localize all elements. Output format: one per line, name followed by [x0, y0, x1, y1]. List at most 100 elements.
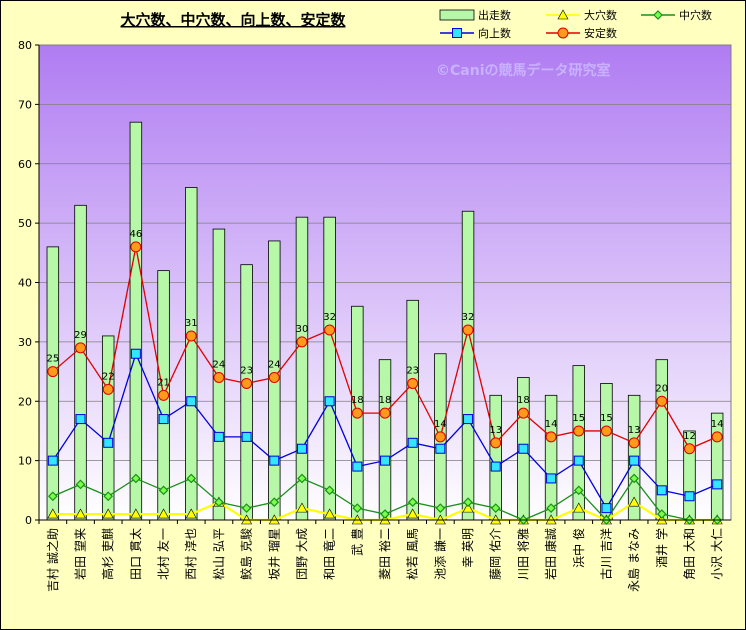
- point: [518, 443, 529, 454]
- bar: [185, 187, 198, 521]
- point: [352, 461, 363, 472]
- data-label: 12: [683, 431, 696, 442]
- data-label: 24: [268, 360, 281, 371]
- data-label: 13: [489, 425, 502, 436]
- data-label: 15: [600, 413, 613, 424]
- y-tick-label: 10: [18, 455, 32, 468]
- data-labels: 25 29 22 46 21 31 24 23 24 30 32 18 18 23 14 32 13 18 14 15…: [46, 229, 723, 442]
- point: [186, 473, 197, 484]
- point: [47, 491, 58, 502]
- legend-label: 安定数: [584, 26, 617, 40]
- point: [269, 455, 280, 466]
- point: [241, 431, 252, 442]
- y-tick-label: 70: [18, 98, 32, 111]
- x-tick-label: 和田 竜二: [323, 528, 337, 580]
- bar: [46, 246, 60, 521]
- point: [241, 503, 252, 513]
- series-lines: [47, 241, 723, 525]
- y-tick-label: 40: [18, 277, 32, 290]
- x-tick-label: 永島 まなみ: [626, 528, 641, 592]
- point: [435, 503, 446, 513]
- point: [296, 443, 307, 454]
- point: [557, 27, 569, 39]
- legend-label: 向上数: [478, 26, 511, 40]
- point: [557, 9, 569, 20]
- bar: [544, 394, 558, 521]
- point: [628, 496, 640, 507]
- y-axis: 0 10 20 30 40 50 60 70 80: [18, 39, 40, 527]
- data-label: 15: [572, 413, 585, 424]
- point: [103, 491, 114, 502]
- bar: [74, 204, 87, 521]
- data-label: 20: [655, 383, 668, 394]
- point: [185, 508, 197, 519]
- point: [351, 407, 363, 419]
- point: [268, 372, 280, 383]
- point: [407, 377, 419, 389]
- point: [185, 330, 197, 342]
- point: [213, 431, 224, 442]
- data-label: 23: [406, 365, 419, 376]
- point: [130, 348, 141, 359]
- point: [103, 437, 114, 448]
- point: [573, 502, 585, 513]
- data-label: 29: [74, 330, 87, 341]
- x-tick-label: 松若 風馬: [406, 528, 420, 580]
- point: [712, 479, 723, 490]
- y-tick-label: 20: [18, 395, 32, 408]
- point: [75, 342, 87, 354]
- point: [546, 503, 556, 513]
- bar: [489, 394, 502, 521]
- x-tick-label: 池添 謙一: [433, 528, 447, 580]
- point: [684, 491, 695, 502]
- point: [434, 431, 446, 443]
- bar: [240, 264, 253, 521]
- point: [379, 407, 391, 419]
- point: [130, 508, 142, 519]
- point: [490, 437, 502, 449]
- point: [186, 396, 197, 407]
- point: [214, 497, 224, 508]
- data-label: 30: [296, 324, 309, 335]
- x-tick-label: 武 豊: [350, 528, 364, 556]
- point: [656, 395, 668, 407]
- point: [297, 473, 307, 484]
- x-tick-label: 団野 大成: [295, 528, 309, 580]
- point: [490, 503, 501, 513]
- y-tick-label: 0: [25, 514, 32, 527]
- data-label: 25: [46, 354, 59, 365]
- point: [47, 508, 59, 519]
- point: [601, 503, 612, 514]
- point: [463, 414, 474, 425]
- data-label: 18: [517, 395, 530, 406]
- point: [462, 502, 474, 513]
- x-tick-label: 幸 英明: [461, 528, 475, 568]
- x-tick-label: 田口 貫太: [128, 528, 143, 580]
- point: [656, 509, 667, 519]
- point: [545, 431, 557, 443]
- legend-label: 中穴数: [679, 8, 712, 22]
- x-tick-label: 岩田 康誠: [543, 528, 558, 580]
- x-axis: 吉村 誠之助 岩田 望来 高杉 吏麒 田口 貫太 北村 友一 西村 淳也 松山 弘平 鮫島 克…: [38, 519, 731, 592]
- bar: [572, 365, 585, 521]
- point: [380, 455, 390, 466]
- bar: [600, 383, 613, 521]
- point: [75, 508, 87, 519]
- point: [683, 443, 695, 455]
- point: [463, 497, 473, 508]
- data-label: 31: [185, 318, 198, 329]
- point: [324, 485, 335, 496]
- bar: [461, 210, 475, 521]
- point: [380, 509, 390, 519]
- data-label: 46: [130, 229, 143, 240]
- bar: [378, 359, 392, 521]
- point: [462, 324, 474, 336]
- data-label: 14: [711, 419, 724, 430]
- point: [546, 473, 557, 484]
- x-tick-label: 松山 弘平: [212, 528, 226, 580]
- y-tick-label: 80: [18, 39, 32, 52]
- y-tick-label: 50: [18, 217, 32, 230]
- point: [324, 324, 336, 336]
- x-tick-label: 北村 友一: [157, 528, 171, 580]
